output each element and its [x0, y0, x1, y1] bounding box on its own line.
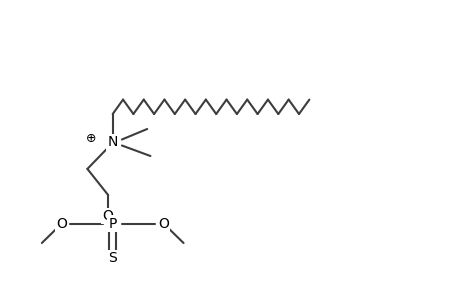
Text: N: N: [107, 136, 118, 149]
Text: O: O: [102, 209, 113, 223]
Text: P: P: [108, 217, 117, 230]
Text: ⊕: ⊕: [86, 132, 96, 146]
Text: O: O: [157, 217, 168, 230]
Text: O: O: [56, 217, 67, 230]
Text: S: S: [108, 251, 117, 265]
